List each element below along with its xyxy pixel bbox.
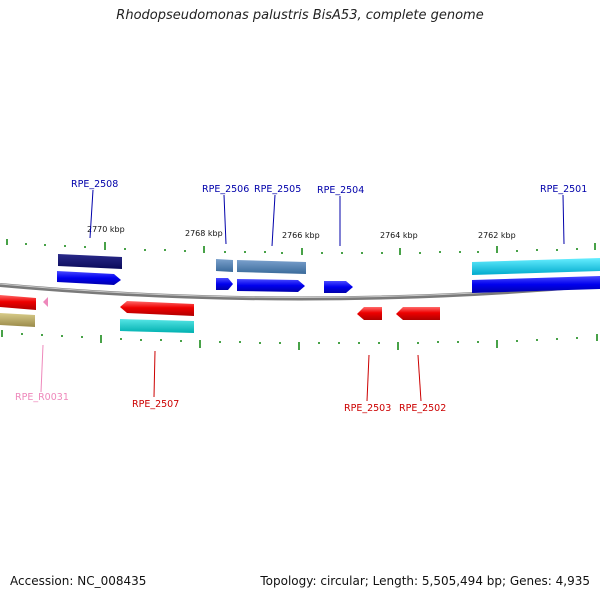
accession-text: Accession: NC_008435	[10, 574, 147, 588]
gene-block-rpe-2508-outer[interactable]	[58, 254, 122, 269]
label-leaders	[40, 189, 565, 402]
gene-block-rpe-2506-outer[interactable]	[216, 259, 233, 272]
gene-arrow-rpe-2508[interactable]	[57, 271, 121, 285]
inner-tick-row	[1, 330, 598, 350]
gene-arrow-left-edge[interactable]	[0, 295, 36, 310]
scale-label: 2764 kbp	[380, 231, 418, 240]
gene-arrow-rpe-2506[interactable]	[216, 278, 233, 290]
scale-label: 2770 kbp	[87, 225, 125, 234]
scale-label: 2766 kbp	[282, 231, 320, 240]
gene-arrow-rpe-2507[interactable]	[120, 301, 194, 316]
forward-features	[57, 254, 600, 293]
gene-label-rpe-2505[interactable]: RPE_2505	[254, 184, 301, 195]
gene-label-rpe-r0031[interactable]: RPE_R0031	[15, 392, 69, 403]
gene-arrow-rpe-2505[interactable]	[237, 279, 305, 292]
trna-marker-rpe-r0031[interactable]	[43, 297, 48, 307]
gene-label-rpe-2506[interactable]: RPE_2506	[202, 184, 249, 195]
genome-stats-text: Topology: circular; Length: 5,505,494 bp…	[260, 574, 590, 588]
gene-label-rpe-2508[interactable]: RPE_2508	[71, 179, 118, 190]
gene-block-rpe-2501-outer[interactable]	[472, 258, 600, 275]
map-title: Rhodopseudomonas palustris BisA53, compl…	[116, 8, 484, 23]
gene-label-rpe-2502[interactable]: RPE_2502	[399, 403, 446, 414]
gene-label-rpe-2504[interactable]: RPE_2504	[317, 185, 364, 196]
gene-arrow-rpe-2503[interactable]	[357, 307, 382, 320]
gene-arrow-rpe-2501[interactable]	[472, 276, 600, 293]
gene-block-rpe-2507-inner[interactable]	[120, 319, 194, 333]
gene-label-rpe-2507[interactable]: RPE_2507	[132, 399, 179, 410]
gene-arrow-rpe-2504[interactable]	[324, 281, 353, 293]
gene-label-rpe-2503[interactable]: RPE_2503	[344, 403, 391, 414]
gene-label-rpe-2501[interactable]: RPE_2501	[540, 184, 587, 195]
gene-block-left-edge-inner[interactable]	[0, 313, 35, 327]
scale-label: 2762 kbp	[478, 231, 516, 240]
gene-arrow-rpe-2502[interactable]	[396, 307, 440, 320]
reverse-features	[0, 295, 440, 333]
gene-block-rpe-2505-outer[interactable]	[237, 260, 306, 274]
scale-label: 2768 kbp	[185, 229, 223, 238]
outer-tick-row	[6, 239, 596, 255]
